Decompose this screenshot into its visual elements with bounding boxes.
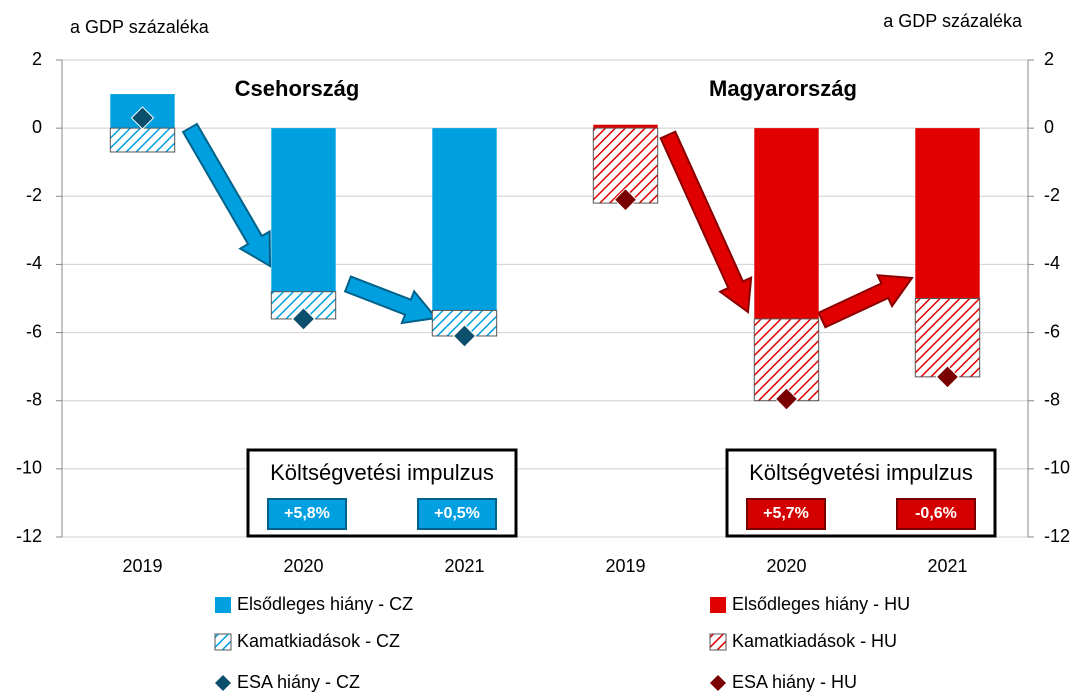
- impulse-badge: [417, 498, 497, 530]
- primary-bar: [593, 124, 658, 129]
- group-title: Magyarország: [709, 76, 857, 101]
- arrow: [181, 122, 272, 268]
- y-tick-label: 0: [32, 117, 42, 137]
- arrow: [343, 275, 438, 325]
- interest-bar: [914, 298, 981, 378]
- legend-swatch: [709, 633, 727, 651]
- arrow: [659, 130, 753, 314]
- y2-tick-label: -6: [1044, 321, 1060, 341]
- esa-marker: [130, 106, 155, 130]
- interest-bar: [753, 318, 820, 402]
- x-tick-label: 2019: [122, 556, 162, 576]
- impulse-value: +0,5%: [434, 505, 480, 522]
- y2-tick-label: -2: [1044, 185, 1060, 205]
- x-tick-label: 2019: [605, 556, 645, 576]
- y2-tick-label: 0: [1044, 117, 1054, 137]
- legend-label: Kamatkiadások - CZ: [237, 631, 400, 651]
- x-tick-label: 2020: [283, 556, 323, 576]
- legend-label: ESA hiány - CZ: [237, 672, 360, 692]
- y-tick-label: -4: [26, 253, 42, 273]
- esa-marker: [935, 365, 960, 389]
- legend-swatch: [710, 597, 726, 613]
- esa-marker: [613, 187, 638, 212]
- impulse-title: Költségvetési impulzus: [749, 460, 973, 485]
- legend-swatch: [215, 675, 231, 691]
- legend-label: Elsődleges hiány - HU: [732, 594, 910, 614]
- impulse-value: -0,6%: [915, 505, 957, 522]
- y2-tick-label: 2: [1044, 49, 1054, 69]
- arrow: [817, 274, 914, 329]
- impulse-title: Költségvetési impulzus: [270, 460, 494, 485]
- impulse-value: +5,7%: [763, 505, 809, 522]
- y2-axis-label: a GDP százaléka: [883, 11, 1023, 31]
- y2-tick-label: -12: [1044, 526, 1070, 546]
- y-tick-label: -10: [16, 458, 42, 478]
- y-axis-label: a GDP százaléka: [70, 17, 210, 37]
- impulse-badge: [896, 498, 976, 530]
- y2-tick-label: -10: [1044, 458, 1070, 478]
- legend-label: ESA hiány - HU: [732, 672, 857, 692]
- y-tick-label: 2: [32, 49, 42, 69]
- primary-bar: [271, 128, 336, 292]
- impulse-badge: [267, 498, 347, 530]
- y2-tick-label: -4: [1044, 253, 1060, 273]
- y2-tick-label: -8: [1044, 389, 1060, 409]
- impulse-value: +5,8%: [284, 505, 330, 522]
- esa-marker: [774, 387, 799, 411]
- y-tick-label: -12: [16, 526, 42, 546]
- x-tick-label: 2021: [927, 556, 967, 576]
- y-tick-label: -6: [26, 321, 42, 341]
- primary-bar: [915, 128, 980, 299]
- y-tick-label: -2: [26, 185, 42, 205]
- primary-bar: [754, 128, 819, 319]
- esa-marker: [452, 324, 477, 348]
- primary-bar: [432, 128, 497, 311]
- impulse-badge: [746, 498, 826, 530]
- legend-swatch: [710, 675, 726, 691]
- x-tick-label: 2021: [444, 556, 484, 576]
- legend-label: Elsődleges hiány - CZ: [237, 594, 413, 614]
- x-tick-label: 2020: [766, 556, 806, 576]
- interest-bar: [109, 127, 176, 153]
- legend-label: Kamatkiadások - HU: [732, 631, 897, 651]
- esa-marker: [291, 307, 316, 331]
- y-tick-label: -8: [26, 389, 42, 409]
- group-title: Csehország: [235, 76, 360, 101]
- legend-swatch: [215, 597, 231, 613]
- legend-swatch: [214, 633, 232, 651]
